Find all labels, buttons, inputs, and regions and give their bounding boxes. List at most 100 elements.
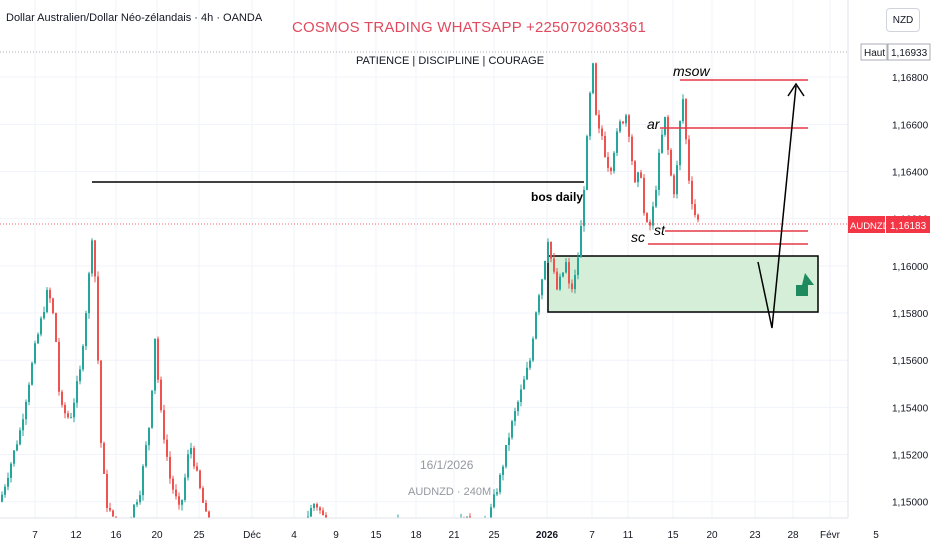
- candle-body: [553, 258, 555, 272]
- candle-body: [628, 115, 630, 137]
- candle-body: [556, 271, 558, 290]
- candle-body: [61, 391, 63, 405]
- candle-body: [643, 177, 645, 214]
- projection-path[interactable]: [757, 85, 797, 329]
- candle-body: [568, 262, 570, 284]
- candle-body: [574, 274, 576, 290]
- candle-body: [571, 283, 573, 290]
- candle-body: [616, 131, 618, 153]
- candle-body: [175, 489, 177, 497]
- candle-body: [517, 401, 519, 412]
- candle-body: [178, 496, 180, 505]
- time-tick-label: 12: [70, 530, 82, 541]
- time-tick-label: 5: [873, 530, 879, 541]
- candle-body: [493, 494, 495, 508]
- candle-body: [661, 134, 663, 153]
- candle-body: [511, 421, 513, 438]
- candle-body: [112, 510, 114, 517]
- symbol-price-badge: [848, 216, 885, 233]
- candle-body: [664, 116, 666, 135]
- candle-body: [103, 443, 105, 474]
- candle-body: [535, 312, 537, 339]
- candle-body: [133, 504, 135, 518]
- motto-text: PATIENCE | DISCIPLINE | COURAGE: [356, 55, 545, 67]
- candle-body: [610, 167, 612, 172]
- candle-body: [499, 474, 501, 493]
- candle-body: [37, 334, 39, 344]
- projection-arrowhead: [787, 82, 805, 97]
- candle-body: [52, 298, 54, 314]
- candle-body: [97, 276, 99, 361]
- time-tick-label: 9: [333, 530, 339, 541]
- candle-body: [1, 494, 3, 502]
- candle-body: [667, 116, 669, 150]
- candle-body: [598, 114, 600, 129]
- candle-body: [163, 410, 165, 440]
- price-axis-ticks: 1,168001,166001,164001,162001,160001,158…: [892, 73, 929, 509]
- time-tick-label: 11: [623, 530, 634, 541]
- candle-body: [46, 289, 48, 313]
- candle-body: [508, 437, 510, 446]
- time-tick-label: 16: [110, 530, 122, 541]
- candle-body: [490, 507, 492, 521]
- sc-label: sc: [631, 229, 645, 245]
- candle-body: [28, 384, 30, 402]
- candle-body: [151, 390, 153, 428]
- candle-body: [106, 473, 108, 508]
- candle-body: [16, 444, 18, 451]
- candle-body: [172, 478, 174, 490]
- candle-body: [601, 128, 603, 136]
- candle-body: [679, 121, 681, 166]
- candle-body: [169, 456, 171, 479]
- price-tick-label: 1,15600: [892, 356, 929, 367]
- candle-body: [148, 427, 150, 446]
- candle-body: [697, 214, 699, 220]
- candle-body: [694, 204, 696, 215]
- symbol-title: Dollar Australien/Dollar Néo-zélandais ·…: [6, 12, 263, 24]
- candle-body: [154, 338, 156, 391]
- candle-body: [529, 360, 531, 368]
- candle-body: [49, 289, 51, 299]
- candle-body: [316, 503, 318, 508]
- price-tick-label: 1,16600: [892, 120, 929, 131]
- candle-body: [43, 312, 45, 319]
- candle-body: [634, 161, 636, 183]
- candle-body: [190, 448, 192, 455]
- candle-body: [631, 136, 633, 162]
- time-axis[interactable]: 7 12 16 20 25 Déc 4 9 15 18 21 25 2026 7 11 15 20 23 28 Fév…: [0, 517, 879, 550]
- candle-body: [205, 502, 207, 512]
- candle-body: [40, 318, 42, 335]
- candle-body: [139, 495, 141, 503]
- price-tick-label: 1,15400: [892, 403, 929, 414]
- candle-body: [166, 439, 168, 457]
- candle-body: [31, 363, 33, 385]
- candle-body: [595, 63, 597, 115]
- candle-body: [13, 450, 15, 464]
- candle-body: [310, 508, 312, 517]
- candle-body: [82, 346, 84, 370]
- candle-body: [94, 240, 96, 277]
- demand-zone[interactable]: [547, 255, 819, 313]
- msow-label: msow: [673, 63, 710, 79]
- price-tick-label: 1,15200: [892, 451, 929, 462]
- candle-body: [79, 369, 81, 382]
- candle-body: [622, 121, 624, 124]
- candle-body: [70, 417, 72, 419]
- candle-body: [526, 367, 528, 380]
- candle-body: [100, 360, 102, 444]
- time-tick-label: 28: [787, 530, 799, 541]
- candle-body: [196, 466, 198, 471]
- drawings-layer: [0, 51, 860, 329]
- candle-body: [592, 63, 594, 94]
- candle-body: [523, 379, 525, 390]
- price-axis[interactable]: 1,168001,166001,164001,162001,160001,158…: [847, 0, 932, 550]
- currency-button[interactable]: NZD: [886, 8, 920, 32]
- time-tick-label: Déc: [243, 530, 261, 541]
- up-arrow-icon: [796, 273, 814, 296]
- promo-title: COSMOS TRADING WHATSAPP +2250702603361: [292, 19, 647, 36]
- candle-body: [7, 477, 9, 487]
- candle-body: [691, 180, 693, 205]
- candle-body: [676, 165, 678, 195]
- candle-body: [55, 313, 57, 342]
